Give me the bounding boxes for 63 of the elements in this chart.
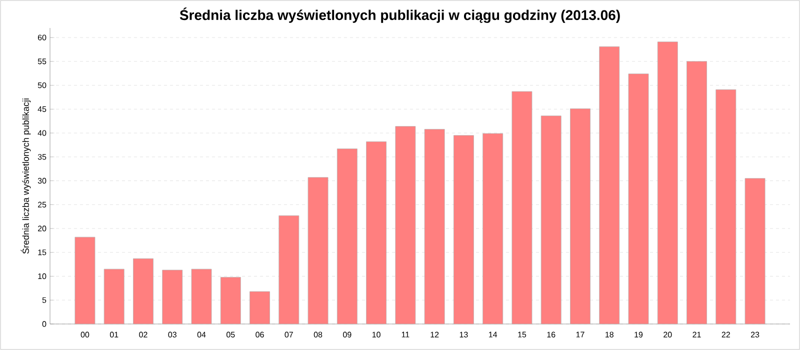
y-tick-label: 45 (38, 106, 46, 112)
bar (133, 258, 154, 324)
y-tick-label: 10 (38, 273, 46, 280)
x-tick-label: 01 (110, 332, 118, 338)
x-tick-label: 23 (750, 332, 760, 338)
bar (74, 236, 96, 324)
x-tick-label: 09 (343, 332, 352, 338)
bar (395, 126, 416, 324)
x-tick-label: 07 (284, 332, 293, 338)
x-tick-label: 03 (168, 332, 176, 338)
bar (716, 89, 736, 324)
x-tick-label: 17 (576, 332, 584, 338)
x-tick-label: 20 (664, 332, 672, 338)
x-tick-label: 22 (722, 332, 730, 338)
bar (482, 133, 504, 324)
x-tick-label: 02 (139, 332, 148, 338)
x-tick-label: 16 (547, 332, 556, 338)
x-tick-label: 08 (314, 332, 322, 338)
bar (657, 42, 678, 324)
y-tick-label: 40 (38, 130, 46, 136)
x-tick-label: 04 (197, 332, 206, 338)
bar (686, 61, 707, 324)
y-axis-title: Średnia liczba wyświetlonych publikacji (20, 98, 31, 254)
bar (250, 291, 270, 324)
bar (220, 277, 241, 324)
bar (628, 74, 649, 324)
y-tick-label: 55 (38, 58, 46, 64)
x-tick-label: 15 (518, 332, 526, 338)
bar (191, 268, 212, 324)
x-tick-label: 05 (226, 332, 235, 338)
x-tick-label: 11 (402, 332, 410, 338)
chart-title: Średnia liczba wyświetlonych publikacji w ciągu godziny (2013.06) (180, 8, 620, 23)
bar (278, 215, 300, 324)
bar (570, 108, 590, 324)
bar (308, 177, 328, 324)
x-tick-label: 18 (606, 332, 614, 338)
y-tick-label: 15 (38, 250, 46, 256)
bar (454, 135, 474, 324)
x-tick-label: 14 (489, 332, 498, 338)
x-tick-label: 00 (80, 332, 90, 338)
y-tick-label: 60 (38, 34, 46, 40)
x-tick-label: 21 (692, 332, 701, 338)
x-tick-label: 19 (634, 332, 643, 338)
x-tick-label: 06 (256, 332, 264, 338)
y-tick-label: 20 (38, 226, 46, 232)
bar (424, 129, 445, 324)
bar (512, 91, 532, 324)
bar (104, 268, 124, 324)
y-tick-label: 35 (38, 154, 46, 160)
bar (599, 46, 620, 324)
y-tick-label: 50 (38, 82, 46, 88)
bar (540, 116, 562, 324)
x-tick-label: 13 (460, 332, 468, 338)
x-tick-label: 12 (430, 332, 439, 338)
x-tick-label: 10 (372, 332, 380, 338)
y-tick-label: 0 (42, 321, 46, 327)
bar (162, 270, 183, 324)
bar (366, 141, 387, 324)
y-tick-label: 5 (42, 297, 46, 303)
y-tick-label: 25 (38, 202, 46, 208)
bar (744, 178, 766, 324)
y-tick-label: 30 (38, 178, 46, 184)
bar (336, 148, 358, 324)
